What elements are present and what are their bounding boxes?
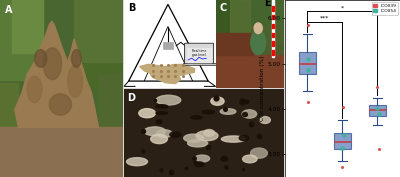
Text: C: C <box>219 3 226 13</box>
Bar <box>272 6 274 11</box>
Bar <box>250 26 284 62</box>
Bar <box>272 15 274 19</box>
Bar <box>0 127 123 177</box>
Ellipse shape <box>254 23 262 33</box>
Text: E: E <box>264 0 270 8</box>
Y-axis label: CO₂ concentration (%): CO₂ concentration (%) <box>260 56 265 121</box>
Ellipse shape <box>242 110 257 118</box>
Bar <box>236 0 284 44</box>
Bar <box>272 33 274 37</box>
Text: D: D <box>127 93 135 103</box>
Text: B: B <box>128 3 135 13</box>
Ellipse shape <box>170 132 181 137</box>
Text: ***: *** <box>320 16 330 21</box>
Ellipse shape <box>204 130 214 136</box>
Bar <box>12 0 43 53</box>
Ellipse shape <box>34 50 47 67</box>
Ellipse shape <box>239 135 249 141</box>
Bar <box>272 24 274 28</box>
Ellipse shape <box>195 162 204 167</box>
Polygon shape <box>15 21 99 127</box>
Ellipse shape <box>126 158 148 166</box>
Bar <box>74 0 123 62</box>
Bar <box>272 0 274 57</box>
Ellipse shape <box>68 65 82 97</box>
Bar <box>187 48 211 62</box>
Ellipse shape <box>156 112 168 114</box>
Ellipse shape <box>196 131 218 141</box>
Ellipse shape <box>156 120 162 124</box>
Ellipse shape <box>156 95 181 105</box>
Text: *: * <box>341 5 344 10</box>
Ellipse shape <box>211 97 224 105</box>
Ellipse shape <box>251 30 266 55</box>
Ellipse shape <box>49 94 72 115</box>
Text: A: A <box>5 5 12 15</box>
Bar <box>216 55 284 88</box>
Bar <box>216 33 254 55</box>
Ellipse shape <box>221 156 228 161</box>
Ellipse shape <box>260 117 270 124</box>
Ellipse shape <box>194 155 210 162</box>
Ellipse shape <box>184 134 204 142</box>
Legend: ICO039, ICO054: ICO039, ICO054 <box>372 2 398 15</box>
Ellipse shape <box>221 136 246 142</box>
Ellipse shape <box>243 113 248 117</box>
Bar <box>272 41 274 46</box>
Ellipse shape <box>191 116 202 119</box>
Ellipse shape <box>240 99 245 105</box>
Ellipse shape <box>243 100 249 104</box>
Ellipse shape <box>144 127 166 136</box>
PathPatch shape <box>299 52 316 74</box>
Ellipse shape <box>156 130 172 138</box>
PathPatch shape <box>334 133 351 149</box>
Text: Real time: Real time <box>192 49 206 53</box>
Ellipse shape <box>250 148 267 158</box>
Ellipse shape <box>27 76 42 103</box>
Bar <box>99 74 123 127</box>
Bar <box>0 0 123 127</box>
Bar <box>163 42 172 49</box>
Ellipse shape <box>72 50 81 67</box>
Bar <box>80 0 123 88</box>
Bar <box>0 83 18 127</box>
Bar <box>230 0 250 35</box>
Ellipse shape <box>188 140 208 147</box>
Text: gas level: gas level <box>192 53 206 57</box>
FancyBboxPatch shape <box>184 43 214 64</box>
Ellipse shape <box>220 109 236 114</box>
Bar <box>0 0 37 80</box>
Bar <box>272 50 274 55</box>
Ellipse shape <box>156 105 168 108</box>
Bar <box>216 0 250 62</box>
Polygon shape <box>140 64 195 84</box>
Ellipse shape <box>43 48 62 80</box>
Ellipse shape <box>139 109 155 118</box>
PathPatch shape <box>368 105 386 116</box>
Ellipse shape <box>202 110 214 114</box>
Ellipse shape <box>242 155 257 163</box>
Bar <box>182 63 216 65</box>
Ellipse shape <box>151 134 168 144</box>
